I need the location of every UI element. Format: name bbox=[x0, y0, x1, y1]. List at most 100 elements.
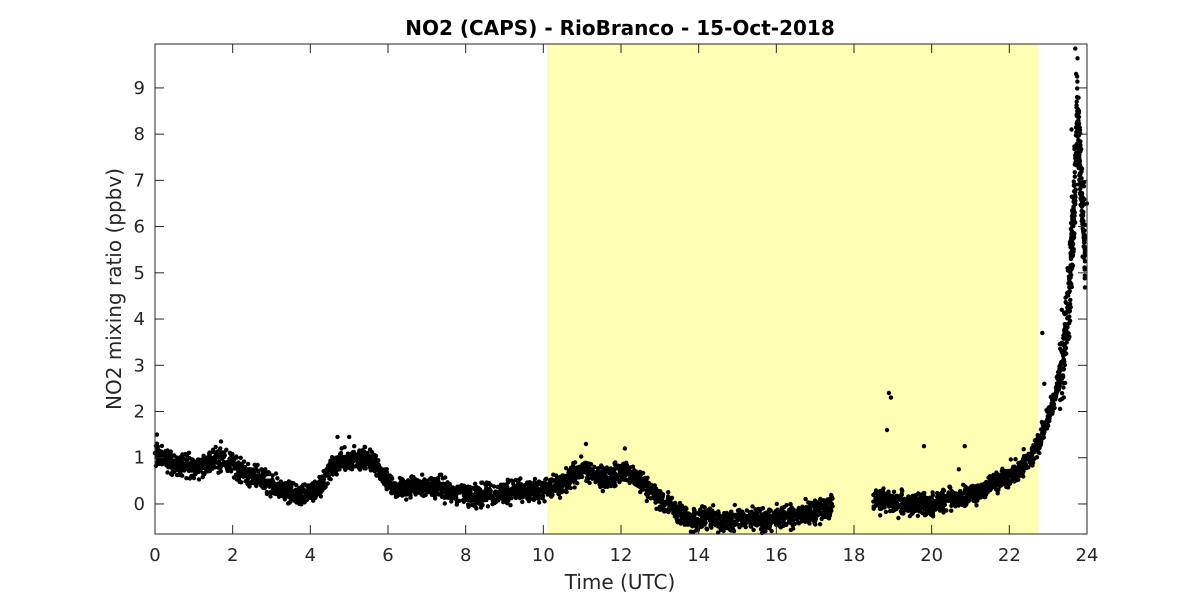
data-point bbox=[1079, 169, 1084, 174]
data-point bbox=[788, 512, 794, 517]
data-point bbox=[1070, 223, 1075, 229]
data-point bbox=[962, 490, 967, 496]
x-tick-label: 20 bbox=[920, 545, 943, 566]
data-point bbox=[1075, 56, 1080, 61]
y-axis-title: NO2 mixing ratio (ppbv) bbox=[102, 168, 126, 410]
data-point bbox=[949, 489, 955, 494]
data-point bbox=[1031, 443, 1036, 448]
data-point-outlier bbox=[1047, 404, 1053, 410]
data-point bbox=[687, 512, 693, 517]
data-point bbox=[273, 471, 279, 476]
data-point bbox=[480, 496, 485, 501]
data-point bbox=[541, 487, 546, 493]
data-point bbox=[309, 486, 314, 492]
data-point-outlier bbox=[1059, 307, 1065, 312]
data-point bbox=[910, 504, 915, 509]
data-point bbox=[925, 505, 931, 510]
data-point bbox=[741, 516, 746, 521]
data-point bbox=[563, 466, 569, 471]
data-point bbox=[1029, 447, 1035, 452]
data-point bbox=[716, 513, 722, 518]
data-point bbox=[628, 471, 633, 477]
data-point bbox=[453, 497, 459, 502]
data-point bbox=[724, 510, 729, 516]
data-point bbox=[434, 487, 440, 493]
data-point bbox=[1077, 159, 1083, 164]
data-point bbox=[272, 488, 277, 493]
data-point bbox=[1068, 305, 1073, 310]
data-point bbox=[437, 472, 443, 477]
data-point bbox=[337, 452, 343, 457]
data-point bbox=[506, 487, 511, 493]
data-point bbox=[966, 499, 971, 504]
data-point bbox=[318, 494, 324, 499]
data-point bbox=[653, 497, 658, 502]
data-point bbox=[771, 512, 776, 518]
data-point bbox=[264, 472, 269, 477]
data-point bbox=[1078, 139, 1083, 144]
data-point bbox=[807, 521, 812, 526]
data-point bbox=[1079, 166, 1084, 171]
data-point bbox=[589, 471, 595, 477]
data-point bbox=[799, 505, 805, 510]
data-point bbox=[505, 480, 511, 485]
data-point bbox=[915, 498, 920, 503]
data-point bbox=[218, 446, 223, 451]
data-point bbox=[298, 500, 304, 505]
data-point bbox=[1013, 473, 1018, 478]
data-point bbox=[871, 499, 876, 504]
data-point bbox=[159, 462, 164, 467]
data-point bbox=[632, 470, 637, 475]
data-point bbox=[873, 503, 878, 509]
data-point bbox=[666, 490, 671, 495]
data-point bbox=[981, 488, 986, 494]
data-point bbox=[1004, 484, 1009, 490]
data-point bbox=[484, 497, 489, 503]
data-point bbox=[1071, 199, 1076, 204]
data-point bbox=[167, 455, 172, 461]
data-point bbox=[825, 497, 830, 502]
data-point bbox=[211, 463, 216, 469]
data-point bbox=[378, 476, 383, 482]
data-point bbox=[492, 492, 497, 497]
data-point bbox=[521, 487, 527, 493]
data-point bbox=[251, 480, 256, 485]
data-point bbox=[720, 518, 726, 523]
data-point bbox=[762, 528, 767, 533]
data-point bbox=[321, 468, 326, 474]
data-point bbox=[942, 502, 947, 507]
data-point bbox=[1070, 252, 1076, 258]
data-point bbox=[774, 515, 779, 520]
data-point bbox=[1072, 220, 1078, 225]
x-tick-label: 12 bbox=[610, 545, 633, 566]
data-point bbox=[227, 450, 233, 456]
data-point bbox=[1060, 373, 1066, 378]
data-point bbox=[1036, 433, 1042, 438]
data-point bbox=[230, 462, 235, 467]
data-point bbox=[902, 497, 908, 502]
data-point bbox=[204, 457, 210, 462]
data-points bbox=[152, 46, 1090, 536]
data-point bbox=[544, 476, 549, 481]
data-point bbox=[476, 485, 481, 491]
data-point-outlier bbox=[956, 467, 961, 472]
x-tick-label: 22 bbox=[998, 545, 1021, 566]
data-point bbox=[1074, 99, 1079, 104]
data-point bbox=[692, 507, 697, 513]
data-point bbox=[334, 455, 339, 460]
data-point bbox=[673, 514, 678, 519]
data-point bbox=[758, 527, 764, 532]
data-point bbox=[440, 494, 445, 499]
data-point bbox=[796, 505, 801, 511]
data-point bbox=[1067, 289, 1072, 294]
data-point bbox=[166, 465, 171, 470]
data-point bbox=[313, 484, 318, 490]
data-point bbox=[968, 492, 973, 497]
data-point bbox=[779, 508, 784, 514]
data-point bbox=[963, 494, 969, 500]
data-point bbox=[185, 465, 191, 471]
data-point bbox=[409, 480, 415, 485]
data-point bbox=[1080, 194, 1085, 200]
data-point bbox=[202, 472, 207, 477]
data-point bbox=[447, 481, 452, 487]
